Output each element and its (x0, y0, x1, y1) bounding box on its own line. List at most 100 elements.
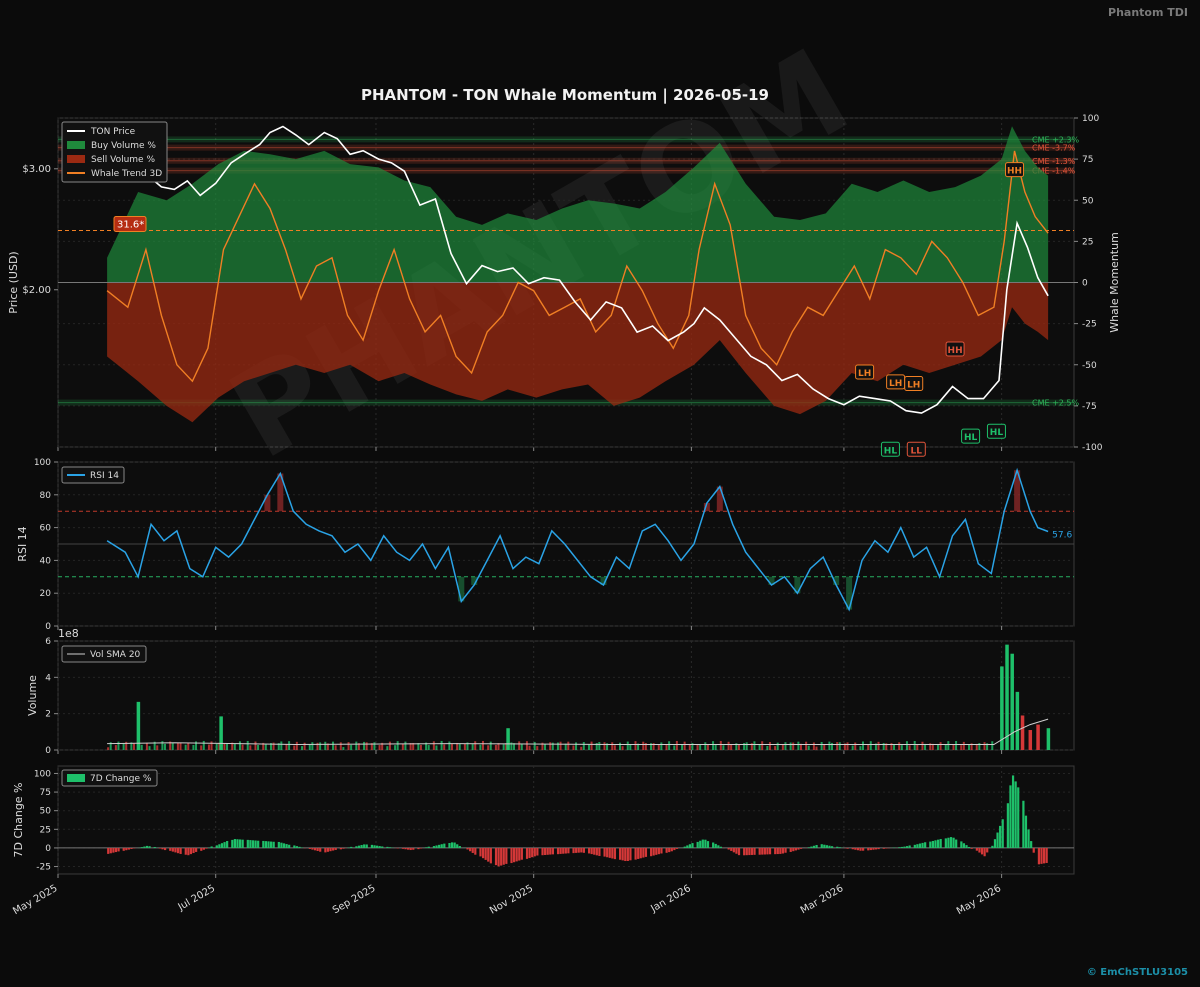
change-bar (236, 839, 239, 848)
volume-bar (556, 742, 559, 750)
volume-bar (575, 742, 578, 750)
rsi-tick-label: 100 (34, 458, 51, 468)
volume-spike-bar (1028, 730, 1033, 750)
volume-bar (924, 743, 927, 750)
change-bar (458, 846, 461, 848)
change-bar (125, 847, 128, 851)
right-tick-label: 50 (1082, 196, 1094, 206)
volume-bar (409, 743, 412, 750)
change-bar (505, 847, 508, 864)
change-bar (409, 847, 412, 851)
volume-bar (611, 742, 614, 750)
volume-bar (161, 741, 164, 750)
change-bar (541, 847, 544, 856)
change-bar (319, 847, 322, 852)
change-bar (673, 847, 676, 851)
change-bar (745, 847, 748, 856)
change-bar (293, 845, 296, 848)
volume-bar (642, 741, 645, 750)
volume-bar (898, 742, 901, 750)
change-bar (794, 847, 797, 851)
change-bar (913, 844, 916, 848)
change-bar (908, 845, 911, 848)
volume-bar (463, 743, 466, 750)
change-bar (254, 840, 257, 848)
volume-bar (637, 743, 640, 750)
change-bar (706, 841, 710, 848)
volume-bar (805, 741, 808, 750)
volume-bar (210, 741, 213, 750)
vol-scale-label: 1e8 (58, 627, 79, 640)
change-bar (882, 847, 885, 849)
change-bar (179, 847, 182, 854)
volume-bar (489, 741, 492, 750)
change-bar (905, 846, 909, 848)
change-bar (1040, 847, 1043, 864)
volume-bar (688, 743, 691, 750)
pivot-label: HL (964, 433, 978, 443)
change-bar (536, 847, 539, 856)
change-bar (830, 846, 834, 848)
volume-bar (799, 743, 802, 750)
volume-bar (269, 743, 272, 750)
change-legend (61, 769, 158, 787)
volume-bar (497, 743, 500, 750)
legend-entry: Sell Volume % (91, 155, 155, 165)
legend-entry: TON Price (90, 127, 136, 137)
volume-bar (603, 742, 606, 750)
volume-bar (652, 743, 655, 750)
volume-bar (986, 743, 989, 750)
change-bar (768, 847, 772, 855)
pivot-badge (961, 428, 981, 444)
change-bar (375, 845, 379, 848)
volume-bar (528, 745, 531, 750)
change-bar (580, 847, 583, 853)
change-bar (564, 847, 567, 854)
change-bar (874, 847, 878, 850)
volume-spike-bar (1005, 644, 1009, 750)
volume-bar (983, 742, 986, 750)
change-bar (918, 843, 922, 848)
change-bar (952, 837, 955, 848)
change-bar (226, 840, 229, 848)
volume-bar (683, 741, 686, 750)
vol-legend (61, 645, 147, 663)
volume-bar (479, 744, 482, 750)
pivot-label: LH (907, 380, 920, 390)
change-bar (1042, 847, 1046, 864)
volume-bar (737, 744, 740, 750)
change-bar (761, 847, 764, 855)
vol-axis-title: Volume (26, 675, 39, 716)
change-bar (425, 847, 428, 848)
volume-spike-bar (1010, 653, 1014, 750)
volume-bar (303, 742, 306, 750)
change-bar (373, 845, 376, 848)
rsi-tick-label: 40 (40, 556, 52, 566)
volume-bar (311, 742, 314, 750)
volume-bar (223, 744, 226, 750)
left-tick-label: $3.00 (22, 164, 51, 175)
change-bar (531, 847, 534, 858)
volume-bar (768, 742, 771, 750)
volume-bar (280, 741, 283, 750)
change-bar (513, 847, 516, 863)
change-bar (712, 842, 715, 848)
x-tick-label: Jan 2026 (648, 883, 693, 915)
change-bar (264, 841, 268, 848)
cme-label: CME -3.7% (1032, 144, 1076, 153)
change-bar (867, 847, 870, 851)
volume-bar (419, 744, 422, 750)
change-bar (158, 847, 162, 849)
volume-bar (187, 742, 190, 750)
change-bar (520, 847, 523, 860)
volume-bar (929, 743, 932, 750)
change-bar (401, 847, 405, 849)
volume-bar (828, 741, 831, 750)
volume-bar (195, 741, 198, 750)
change-bar (999, 825, 1002, 848)
volume-bar (326, 743, 329, 750)
volume-bar (549, 742, 552, 750)
change-bar (329, 847, 332, 852)
change-bar (727, 847, 730, 850)
change-bar (668, 847, 671, 853)
